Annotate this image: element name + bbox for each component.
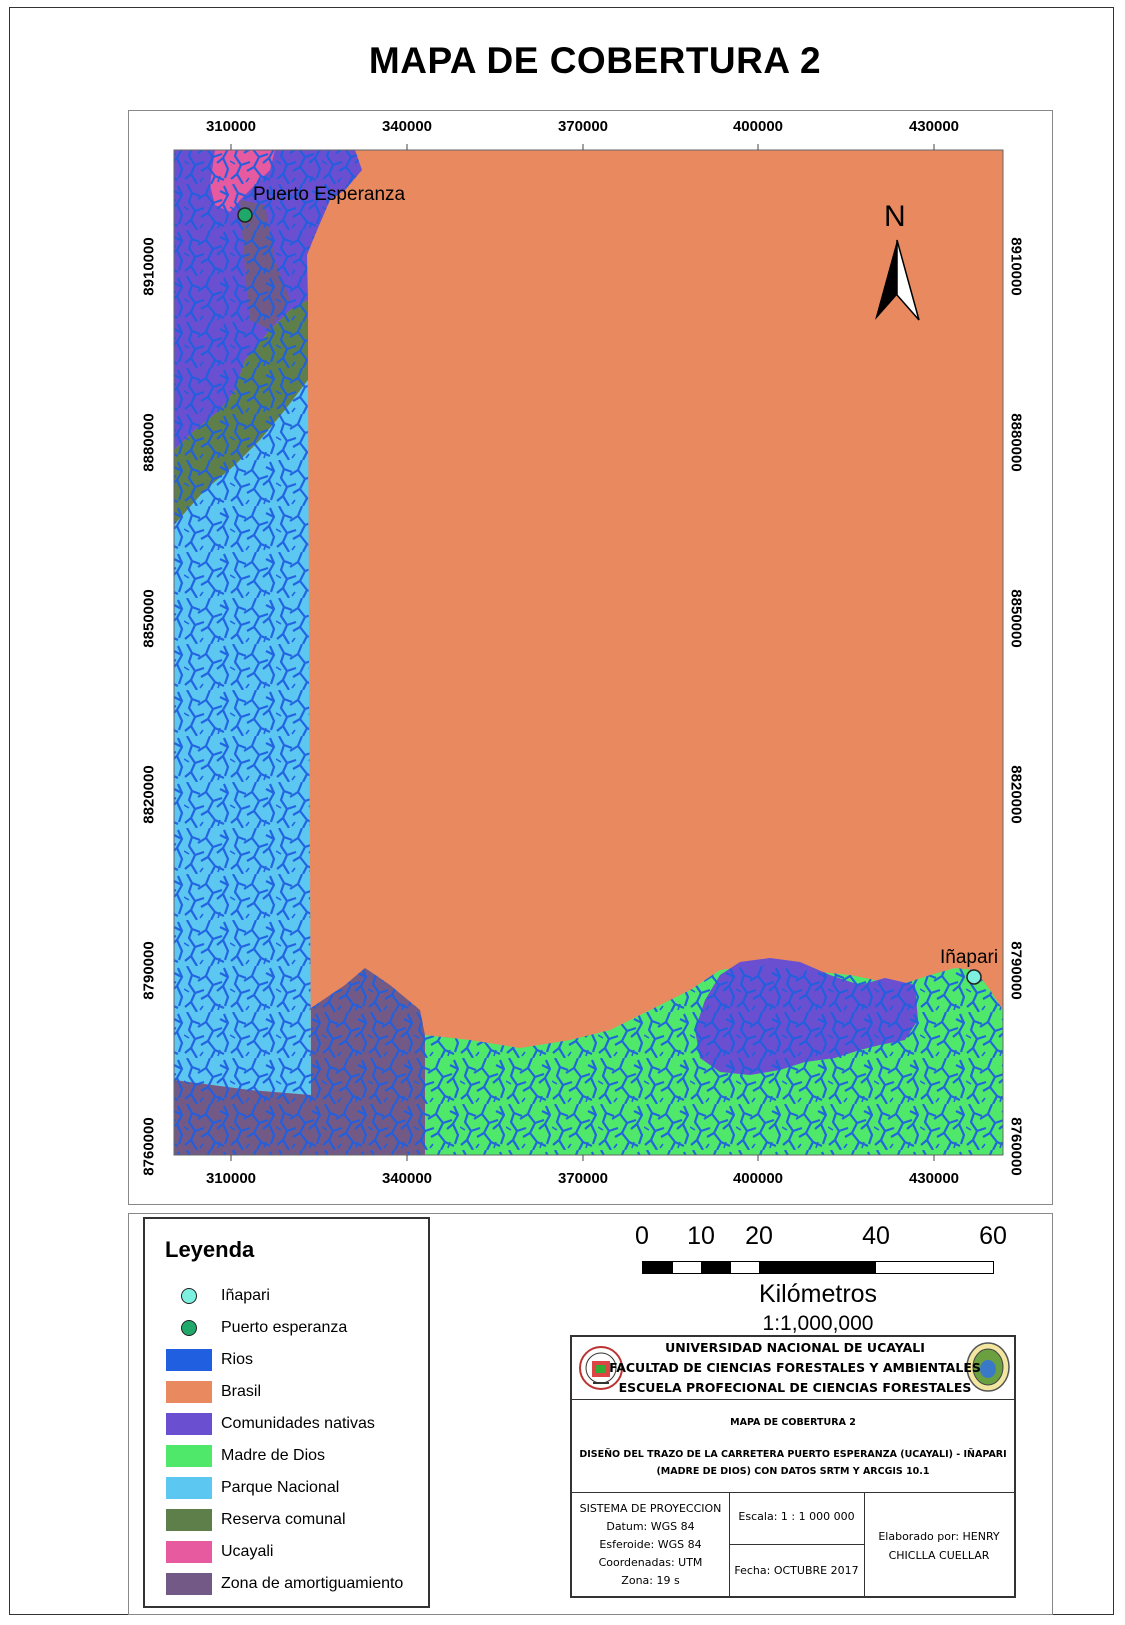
y-tick-left: 8880000 [140,413,158,472]
map-title: MAPA DE COBERTURA 2 [368,40,822,81]
label-puerto-esperanza: Puerto Esperanza [253,184,406,205]
y-tick-left: 8820000 [140,765,158,824]
scale-tick: 0 [635,1222,649,1250]
bottom-frame [128,1213,1053,1615]
map-neatline [173,149,1004,1156]
legend-label: Brasil [221,1383,262,1400]
x-tick-top: 340000 [381,118,433,135]
legend-swatch [166,1541,212,1563]
legend-swatch [166,1381,212,1403]
north-label: N [884,200,906,233]
legend-label: Rios [221,1351,254,1368]
inapari-marker [966,969,982,985]
legend-label: Reserva comunal [221,1511,346,1528]
y-tick-right: 8820000 [1007,765,1025,824]
date-text: Fecha: OCTUBRE 2017 [734,1564,859,1577]
design-line-1: DISEÑO DEL TRAZO DE LA CARRETERA PUERTO … [579,1449,1007,1460]
legend-swatch [166,1509,212,1531]
legend-item: Reserva comunal [165,1507,346,1533]
legend-swatch [166,1477,212,1499]
legend-swatch [166,1573,212,1595]
legend-title: Leyenda [165,1237,255,1262]
legend-label: Iñapari [221,1287,270,1304]
legend-item: Madre de Dios [165,1443,325,1469]
faculty-name: FACULTAD DE CIENCIAS FORESTALES Y AMBIEN… [609,1360,981,1375]
scale-bar [642,1261,994,1274]
scale-text: Escala: 1 : 1 000 000 [738,1510,855,1523]
legend-item: Rios [165,1347,253,1373]
legend-swatch [166,1413,212,1435]
legend-point-symbol [181,1288,197,1304]
label-inapari: Iñapari [940,947,999,968]
legend-item: Ucayali [165,1539,273,1565]
x-tick-bottom: 370000 [557,1170,609,1187]
faculty-seal-icon [966,1342,1010,1392]
legend-label: Ucayali [221,1543,274,1560]
legend-swatch [166,1349,212,1371]
university-name: UNIVERSIDAD NACIONAL DE UCAYALI [665,1340,925,1355]
legend-swatch [166,1445,212,1467]
title-block: UNIVERSIDAD NACIONAL DE UCAYALI FACULTAD… [570,1335,1016,1598]
tick-marks [230,144,935,1161]
y-tick-right: 8790000 [1007,941,1025,1000]
legend-label: Zona de amortiguamiento [221,1575,404,1592]
x-tick-top: 400000 [732,118,784,135]
scale-tick: 40 [862,1222,890,1250]
school-name: ESCUELA PROFECIONAL DE CIENCIAS FORESTAL… [618,1380,972,1395]
legend-label: Parque Nacional [221,1479,340,1496]
map-frame [128,110,1053,1205]
x-tick-top: 430000 [908,118,960,135]
scale-tick: 20 [745,1222,773,1250]
x-tick-bottom: 340000 [381,1170,433,1187]
legend-item: Parque Nacional [165,1475,339,1501]
y-tick-left: 8760000 [140,1117,158,1176]
y-tick-right: 8850000 [1007,589,1025,648]
legend-item: Comunidades nativas [165,1411,375,1437]
university-logo-icon [579,1346,623,1390]
puerto-esperanza-marker [237,207,253,223]
projection-info: SISTEMA DE PROYECCION Datum: WGS 84 Esfe… [579,1502,722,1587]
legend-label: Comunidades nativas [221,1415,375,1432]
y-tick-left: 8790000 [140,941,158,1000]
x-tick-bottom: 430000 [908,1170,960,1187]
legend-item: Brasil [165,1379,261,1405]
x-tick-bottom: 400000 [732,1170,784,1187]
y-tick-right: 8880000 [1007,413,1025,472]
x-tick-bottom: 310000 [205,1170,257,1187]
x-tick-top: 310000 [205,118,257,135]
author-line-1: Elaborado por: HENRY [878,1530,1000,1543]
legend-point-symbol [181,1320,197,1336]
scale-unit: Kilómetros [758,1280,878,1308]
legend-label: Puerto esperanza [221,1319,348,1336]
scale-ratio: 1:1,000,000 [762,1312,874,1335]
scale-tick: 60 [979,1222,1007,1250]
legend-item: Zona de amortiguamiento [165,1571,403,1597]
design-line-2: (MADRE DE DIOS) CON DATOS SRTM Y ARCGIS … [656,1466,930,1477]
y-tick-right: 8760000 [1007,1117,1025,1176]
x-tick-top: 370000 [557,118,609,135]
y-tick-left: 8910000 [140,237,158,296]
legend: Leyenda Iñapari Puerto esperanza Rios Brasi… [143,1217,430,1608]
y-tick-right: 8910000 [1007,237,1025,296]
legend-label: Madre de Dios [221,1447,326,1464]
block-map-title: MAPA DE COBERTURA 2 [730,1417,856,1428]
legend-item: Puerto esperanza [165,1315,347,1341]
legend-item: Iñapari [165,1283,270,1309]
y-tick-left: 8850000 [140,589,158,648]
north-arrow-icon [875,239,920,321]
scale-tick: 10 [687,1222,715,1250]
author-line-2: CHICLLA CUELLAR [888,1549,990,1562]
